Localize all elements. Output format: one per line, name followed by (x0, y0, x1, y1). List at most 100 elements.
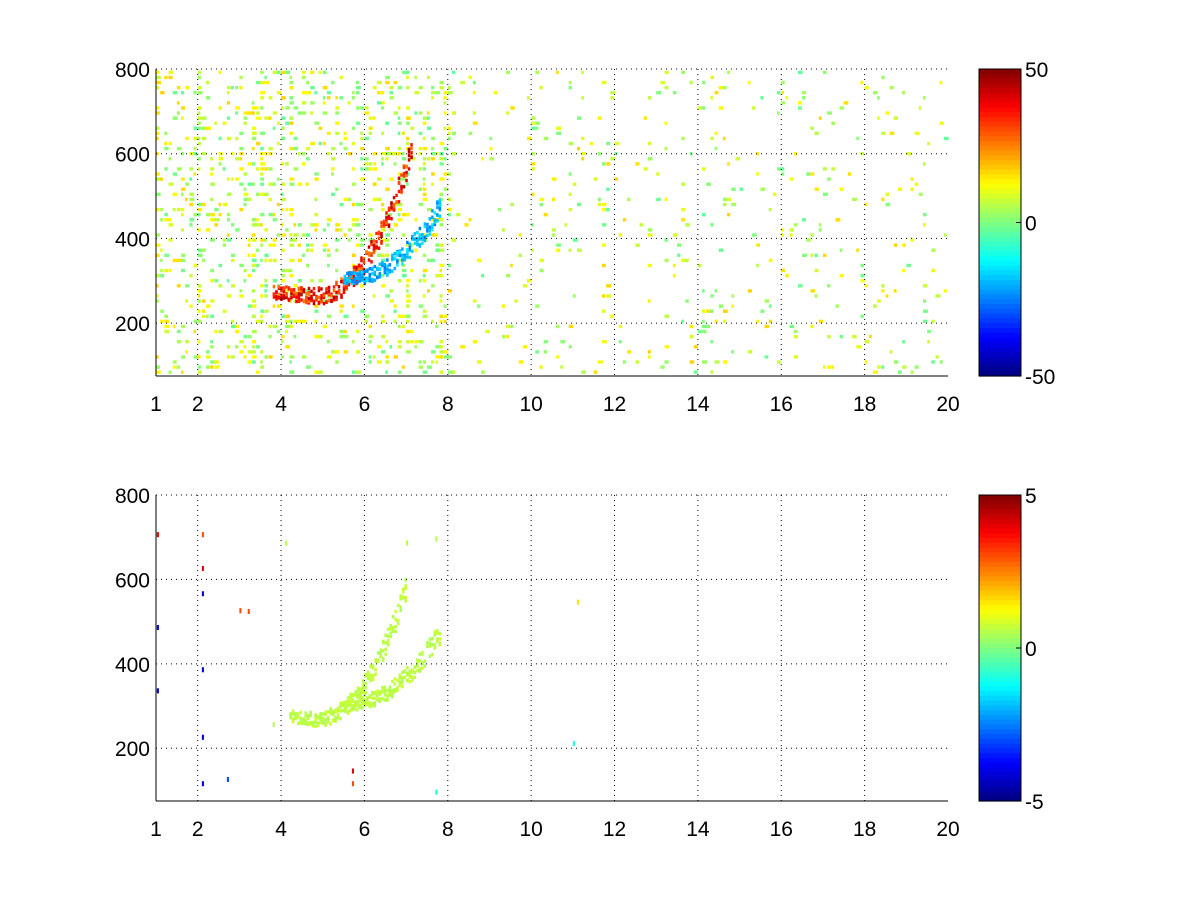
colorbar-swatch (979, 772, 1021, 778)
heatmap-cell (297, 296, 301, 300)
heatmap-cell (231, 324, 236, 329)
heatmap-cell (431, 258, 436, 263)
heatmap-cell (435, 345, 440, 349)
heatmap-cell (314, 91, 318, 95)
heatmap-cell (397, 116, 401, 120)
heatmap-cell (431, 136, 435, 141)
heatmap-cell (881, 289, 885, 293)
heatmap-cell (334, 717, 337, 722)
heatmap-cell (404, 595, 407, 600)
heatmap-cell (660, 80, 665, 85)
heatmap-cell (347, 228, 353, 232)
heatmap-cell (304, 714, 307, 719)
heatmap-cell (372, 167, 378, 171)
heatmap-cell (296, 721, 300, 725)
heatmap-cell (535, 70, 540, 75)
heatmap-cell (397, 314, 402, 318)
heatmap-cell (356, 695, 359, 699)
heatmap-cell (260, 192, 265, 197)
heatmap-cell (672, 263, 676, 268)
colorbar-swatch (979, 73, 1021, 80)
heatmap-cell (568, 207, 573, 212)
heatmap-cell (247, 243, 251, 247)
heatmap-cell (256, 263, 260, 268)
heatmap-cell (201, 202, 206, 207)
heatmap-cell (378, 262, 382, 266)
colorbar-swatch (979, 160, 1021, 166)
heatmap-cell (176, 340, 181, 344)
heatmap-cell (339, 96, 344, 100)
heatmap-cell (406, 350, 411, 354)
heatmap-cell (581, 136, 585, 141)
heatmap-cell (360, 258, 363, 263)
heatmap-cell (340, 293, 343, 297)
heatmap-cell (251, 111, 255, 115)
heatmap-cell (422, 273, 426, 278)
heatmap-cell (447, 126, 451, 130)
colorbar-swatch (979, 590, 1021, 597)
heatmap-cell (627, 197, 631, 202)
heatmap-cell (403, 257, 407, 262)
heatmap-cell (468, 131, 473, 136)
heatmap-cell (868, 334, 872, 339)
heatmap-cell (291, 717, 295, 721)
heatmap-cell (172, 116, 178, 120)
heatmap-cell (235, 324, 240, 329)
heatmap-cell (389, 299, 394, 303)
heatmap-cell (552, 228, 556, 232)
heatmap-cell (206, 80, 210, 85)
heatmap-cell (399, 594, 402, 599)
heatmap-cell (360, 136, 364, 141)
heatmap-cell (406, 678, 409, 683)
heatmap-cell (839, 187, 844, 191)
heatmap-cell (426, 111, 430, 115)
heatmap-cell (718, 304, 724, 308)
heatmap-cell (922, 299, 927, 303)
heatmap-cell (531, 116, 536, 120)
heatmap-cell (361, 273, 364, 277)
heatmap-cell (260, 146, 264, 151)
heatmap-cell (181, 91, 185, 95)
heatmap-cell (235, 177, 240, 181)
heatmap-cell (366, 698, 369, 702)
colorbar-swatch (979, 542, 1021, 549)
heatmap-cell (371, 701, 374, 706)
heatmap-cell (334, 715, 337, 719)
heatmap-cell (317, 295, 321, 300)
heatmap-cell (361, 701, 364, 706)
colorbar: 50-5 (978, 485, 1044, 814)
heatmap-cell (156, 532, 159, 538)
heatmap-cell (340, 279, 343, 284)
heatmap-cell (785, 273, 789, 278)
heatmap-cell (293, 334, 297, 339)
heatmap-cell (382, 224, 386, 228)
heatmap-cell (418, 226, 422, 231)
heatmap-cell (388, 263, 392, 267)
heatmap-cell (391, 615, 395, 619)
heatmap-cell (361, 275, 364, 279)
heatmap-cell (364, 136, 370, 141)
heatmap-cell (293, 106, 299, 110)
heatmap-cell (310, 248, 314, 252)
heatmap-cell (364, 111, 370, 115)
colorbar-swatch (979, 743, 1021, 750)
heatmap-cell (341, 702, 345, 706)
heatmap-cell (689, 324, 694, 329)
heatmap-cell (476, 258, 482, 263)
heatmap-cell (408, 670, 412, 674)
heatmap-cell (410, 329, 414, 334)
heatmap-cell (305, 300, 308, 305)
heatmap-cell (377, 246, 381, 250)
heatmap-cell (335, 223, 341, 227)
colorbar-swatch (979, 251, 1021, 257)
colorbar-swatch (979, 643, 1021, 649)
colorbar-swatch (979, 734, 1021, 740)
heatmap-cell (422, 116, 428, 120)
heatmap-cell (406, 250, 409, 254)
heatmap-cell (476, 304, 481, 308)
heatmap-cell (264, 192, 269, 197)
heatmap-cell (256, 248, 260, 252)
heatmap-cell (385, 233, 391, 237)
heatmap-cell (214, 223, 218, 227)
heatmap-cell (268, 243, 273, 247)
